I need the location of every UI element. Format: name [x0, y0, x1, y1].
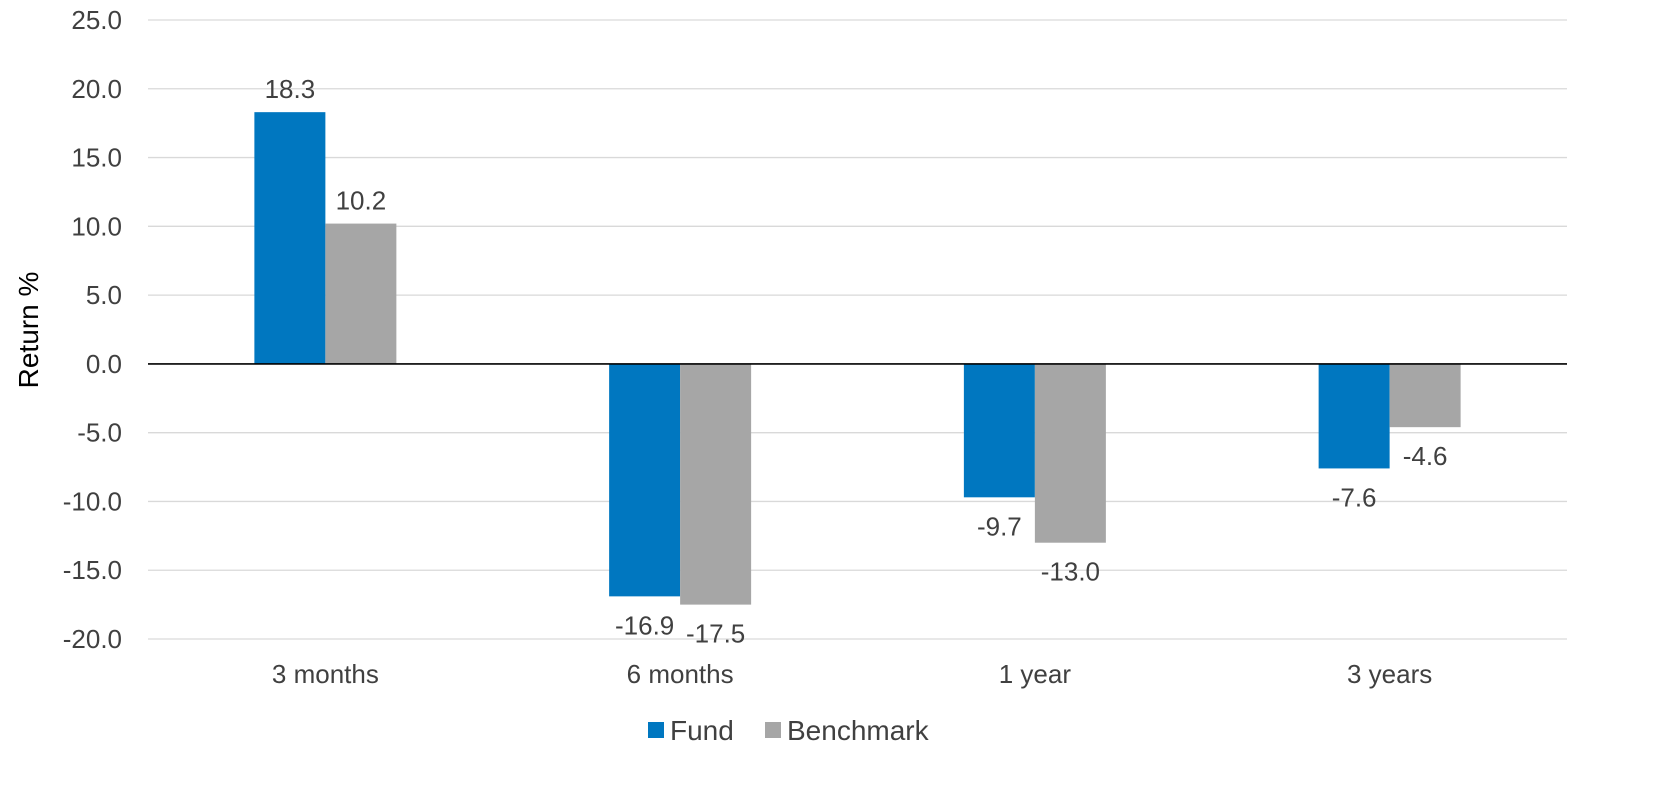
bar-benchmark-3	[1034, 363, 1106, 543]
x-tick-label: 1 year	[999, 659, 1072, 689]
y-axis-title: Return %	[13, 272, 44, 389]
data-labels: 18.3 10.2 -16.9 -17.5 -9.7 -13.0 -7.6 -4.6	[265, 74, 1448, 648]
x-tick-label: 6 months	[627, 659, 734, 689]
data-label-fund: -7.6	[1332, 482, 1377, 512]
y-tick-label: 15.0	[71, 143, 122, 173]
bar-fund-4	[1318, 363, 1390, 469]
bar-fund-1	[254, 112, 326, 364]
data-label-fund: 18.3	[265, 74, 316, 104]
y-tick-label: 10.0	[71, 211, 122, 241]
legend-swatch-benchmark	[765, 722, 781, 738]
y-tick-label: 25.0	[71, 5, 122, 35]
bar-benchmark-2	[680, 363, 752, 605]
y-tick-label: 0.0	[86, 349, 122, 379]
data-label-benchmark: -13.0	[1041, 557, 1100, 587]
data-label-fund: -9.7	[977, 511, 1022, 541]
legend-label-fund: Fund	[670, 715, 734, 746]
bar-fund-2	[609, 363, 681, 597]
x-tick-label: 3 months	[272, 659, 379, 689]
bar-benchmark-4	[1389, 363, 1461, 428]
y-axis-ticks: 25.0 20.0 15.0 10.0 5.0 0.0 -5.0 -10.0 -15.0 -20.…	[63, 5, 122, 654]
legend-label-benchmark: Benchmark	[787, 715, 930, 746]
legend: Fund Benchmark	[648, 715, 930, 746]
y-tick-label: -5.0	[77, 418, 122, 448]
bar-fund-3	[963, 363, 1035, 498]
y-tick-label: -15.0	[63, 555, 122, 585]
legend-swatch-fund	[648, 722, 664, 738]
y-tick-label: -10.0	[63, 486, 122, 516]
data-label-benchmark: -4.6	[1403, 441, 1448, 471]
bars	[254, 112, 1461, 605]
y-tick-label: -20.0	[63, 624, 122, 654]
data-label-benchmark: -17.5	[686, 619, 745, 649]
data-label-fund: -16.9	[615, 610, 674, 640]
x-axis-ticks: 3 months 6 months 1 year 3 years	[272, 659, 1432, 689]
data-label-benchmark: 10.2	[336, 186, 387, 216]
y-tick-label: 20.0	[71, 74, 122, 104]
y-tick-label: 5.0	[86, 280, 122, 310]
bar-benchmark-1	[325, 223, 397, 364]
x-tick-label: 3 years	[1347, 659, 1432, 689]
